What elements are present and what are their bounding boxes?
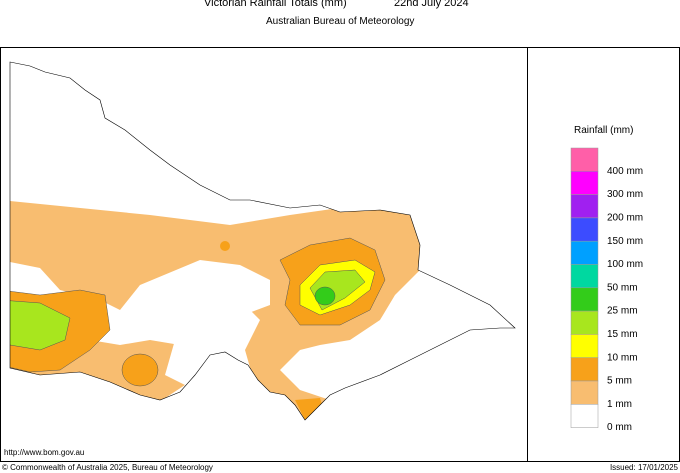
legend-swatch	[570, 334, 599, 358]
legend-swatch	[570, 194, 599, 219]
legend-swatch	[570, 310, 599, 335]
legend-swatch	[570, 357, 599, 382]
legend-label: 1 mm	[607, 399, 632, 410]
legend-swatch	[570, 404, 599, 428]
legend-label: 5 mm	[607, 376, 632, 387]
legend-label: 100 mm	[607, 259, 643, 270]
legend-label: 15 mm	[607, 329, 638, 340]
legend-swatch	[570, 217, 599, 242]
legend: 400 mm 300 mm 200 mm 150 mm 100 mm 50 mm 25 mm…	[570, 147, 643, 433]
date: 22nd July 2024	[394, 0, 469, 9]
legend-label: 400 mm	[607, 166, 643, 177]
legend-swatch	[570, 380, 599, 405]
legend-label: 200 mm	[607, 213, 643, 224]
rainfall-areas	[10, 200, 420, 420]
legend-title: Rainfall (mm)	[574, 125, 634, 136]
legend-label: 25 mm	[607, 306, 638, 317]
legend-swatch	[570, 264, 599, 289]
title: Victorian Rainfall Totals (mm)	[204, 0, 347, 9]
legend-label: 150 mm	[607, 236, 643, 247]
issued: Issued: 17/01/2025	[609, 463, 678, 472]
legend-label: 300 mm	[607, 189, 643, 200]
legend-swatch	[570, 240, 599, 265]
legend-swatch	[570, 171, 599, 195]
subtitle: Australian Bureau of Meteorology	[266, 16, 415, 27]
copyright: © Commonwealth of Australia 2025, Bureau…	[2, 463, 213, 472]
legend-label: 50 mm	[607, 282, 638, 293]
legend-label: 0 mm	[607, 422, 632, 433]
url: http://www.bom.gov.au	[4, 448, 85, 457]
state-outline	[9, 61, 516, 421]
legend-label: 10 mm	[607, 352, 638, 363]
legend-swatch	[570, 287, 599, 312]
legend-swatch	[570, 147, 599, 172]
